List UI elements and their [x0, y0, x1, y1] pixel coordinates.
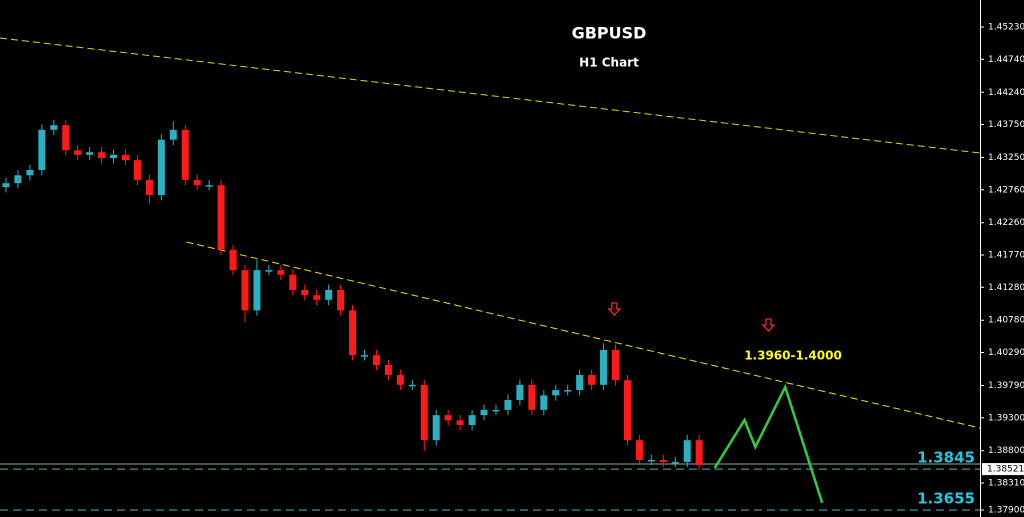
y-tick-label: 1.39300 — [988, 413, 1024, 423]
candle-body — [217, 185, 225, 250]
candle-body — [325, 289, 333, 300]
candle-body — [277, 270, 285, 275]
candle-body — [444, 415, 452, 421]
y-tick-label: 1.39790 — [988, 381, 1024, 391]
candle-body — [133, 160, 141, 180]
y-tick-label: 1.41280 — [988, 283, 1024, 293]
candle-body — [38, 129, 46, 171]
sell-arrow — [761, 318, 776, 332]
candle-body — [396, 374, 404, 385]
candle-body — [635, 440, 643, 460]
candle-body — [492, 409, 500, 412]
candle-body — [671, 461, 679, 464]
candle-body — [695, 440, 703, 466]
y-tick-label: 1.42260 — [988, 218, 1024, 228]
current-price-box — [982, 463, 1024, 476]
y-tick-label: 1.44740 — [988, 55, 1024, 65]
candle-body — [516, 384, 524, 400]
y-tick-label: 1.45230 — [988, 23, 1024, 33]
level-label: 1.3845 — [917, 449, 975, 467]
y-tick-label: 1.38800 — [988, 446, 1024, 456]
candle-body — [50, 125, 58, 130]
sell-arrow — [607, 302, 622, 316]
y-tick-label: 1.43250 — [988, 153, 1024, 163]
candle-body — [576, 374, 584, 391]
candle-body — [145, 179, 153, 196]
candle-body — [588, 374, 596, 385]
candle-body — [313, 295, 321, 300]
y-tick-label: 1.40290 — [988, 348, 1024, 358]
candle-body — [74, 150, 82, 155]
current-price-label: 1.38521 — [987, 465, 1024, 475]
candle-body — [349, 310, 357, 356]
candle-body — [384, 365, 392, 375]
candle-body — [301, 289, 309, 296]
candle-body — [432, 415, 440, 441]
candle-body — [289, 274, 297, 290]
candle-body — [98, 152, 106, 159]
candle-body — [611, 349, 619, 381]
candle-body — [420, 384, 428, 441]
chart-title: GBPUSD — [572, 24, 647, 43]
target-zone-label: 1.3960-1.4000 — [744, 349, 842, 363]
y-tick-label: 1.42760 — [988, 185, 1024, 195]
y-tick-label: 1.37900 — [988, 506, 1024, 516]
candle-body — [110, 154, 118, 159]
candle-body — [86, 152, 94, 155]
level-label: 1.3655 — [917, 490, 975, 508]
y-tick-label: 1.38310 — [988, 478, 1024, 488]
projection-path — [713, 383, 824, 504]
candle-body — [169, 129, 177, 140]
candle-body — [564, 390, 572, 392]
candle-body — [14, 175, 22, 184]
candle-body — [253, 270, 261, 311]
candle-body — [337, 289, 345, 311]
candle-body — [121, 154, 129, 161]
candle-body — [468, 415, 476, 426]
candle-body — [205, 185, 213, 187]
candle-body — [659, 459, 667, 462]
candle-body — [361, 355, 369, 357]
candle-body — [623, 380, 631, 441]
candle-body — [504, 399, 512, 410]
candle-body — [229, 249, 237, 271]
candle-body — [600, 349, 608, 385]
candle-body — [265, 270, 273, 272]
candle-body — [181, 129, 189, 180]
candle-body — [26, 170, 34, 176]
candle-body — [193, 179, 201, 186]
trendline — [186, 241, 981, 429]
y-tick-label: 1.43750 — [988, 120, 1024, 130]
candle-body — [408, 384, 416, 387]
candle-body — [647, 459, 655, 462]
candle-body — [528, 384, 536, 410]
candle-body — [540, 395, 548, 410]
candle-body — [2, 183, 10, 188]
candle-body — [157, 139, 165, 196]
candle-body — [456, 420, 464, 426]
y-tick-label: 1.44240 — [988, 88, 1024, 98]
candle-body — [372, 355, 380, 366]
candle-body — [241, 270, 249, 311]
y-tick-label: 1.41770 — [988, 251, 1024, 261]
chart-subtitle: H1 Chart — [579, 56, 639, 70]
candle-body — [683, 440, 691, 462]
candle-body — [62, 125, 70, 151]
y-tick-label: 1.40780 — [988, 316, 1024, 326]
candle-body — [552, 390, 560, 396]
candle-body — [480, 409, 488, 416]
